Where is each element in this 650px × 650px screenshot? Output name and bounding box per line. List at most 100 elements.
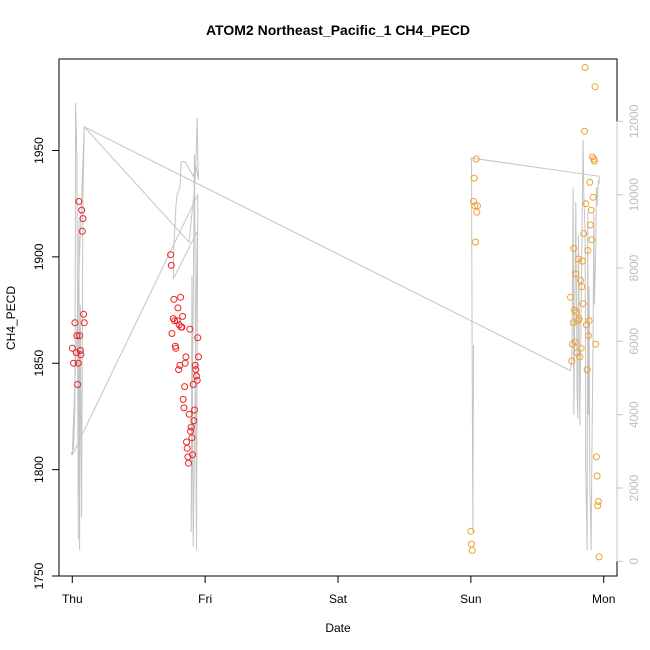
x-axis: Thu Fri Sat Sun Mon bbox=[62, 575, 615, 606]
orange-data-point bbox=[570, 244, 578, 252]
red-data-point bbox=[171, 317, 179, 325]
orange-data-point bbox=[592, 453, 600, 461]
altitude-trace-layer bbox=[70, 102, 600, 551]
data-points-layer bbox=[68, 64, 603, 561]
red-data-point bbox=[193, 372, 200, 380]
orange-data-point bbox=[575, 255, 582, 263]
orange-data-point bbox=[576, 353, 584, 361]
orange-data-point bbox=[567, 293, 574, 301]
x-tick-label: Fri bbox=[198, 592, 212, 606]
orange-data-point bbox=[592, 340, 600, 348]
orange-data-point bbox=[582, 200, 590, 208]
altitude-trace-line bbox=[70, 102, 600, 551]
orange-data-point bbox=[586, 178, 594, 186]
red-data-point bbox=[174, 304, 182, 312]
x-tick-label: Thu bbox=[62, 592, 83, 606]
orange-data-point bbox=[573, 308, 580, 316]
y-tick-label: 1750 bbox=[32, 562, 46, 589]
y2-tick-label: 0 bbox=[627, 558, 641, 565]
red-data-point bbox=[173, 317, 181, 325]
orange-data-point bbox=[587, 206, 595, 214]
orange-data-point bbox=[588, 236, 596, 244]
red-data-point bbox=[70, 359, 78, 367]
orange-data-point bbox=[572, 270, 580, 278]
red-data-point bbox=[190, 417, 198, 425]
red-data-point bbox=[178, 323, 186, 331]
orange-data-point bbox=[581, 127, 588, 135]
orange-data-point bbox=[473, 208, 481, 216]
red-data-point bbox=[185, 459, 192, 467]
orange-data-point bbox=[580, 230, 588, 237]
red-data-point bbox=[74, 381, 82, 388]
red-data-point bbox=[182, 353, 190, 361]
red-data-point bbox=[71, 319, 79, 327]
orange-data-point bbox=[471, 202, 479, 210]
y-tick-label: 1950 bbox=[32, 137, 46, 164]
red-data-point bbox=[78, 206, 86, 214]
y2-tick-label: 12000 bbox=[627, 104, 641, 138]
orange-data-point bbox=[470, 174, 478, 182]
orange-data-point bbox=[584, 247, 592, 254]
red-data-point bbox=[191, 406, 198, 414]
red-data-point bbox=[168, 330, 176, 337]
red-data-point bbox=[75, 198, 83, 205]
orange-data-point bbox=[591, 83, 599, 91]
x-tick-label: Sat bbox=[329, 592, 348, 606]
orange-data-point bbox=[470, 198, 477, 205]
red-data-point bbox=[194, 334, 202, 342]
y2-tick-label: 8000 bbox=[627, 254, 641, 281]
red-data-point bbox=[78, 227, 86, 235]
red-data-point bbox=[193, 376, 201, 384]
red-data-point bbox=[181, 383, 189, 391]
red-data-point bbox=[79, 215, 87, 223]
red-data-point bbox=[180, 404, 188, 412]
red-data-point bbox=[76, 332, 84, 340]
red-data-point bbox=[167, 261, 175, 269]
red-data-point bbox=[188, 434, 196, 442]
secondary-y-axis: 0 2000 4000 6000 8000 10000 12000 bbox=[616, 104, 641, 565]
y-tick-label: 1850 bbox=[32, 350, 46, 377]
chart-title: ATOM2 Northeast_Pacific_1 CH4_PECD bbox=[206, 22, 470, 38]
orange-data-point bbox=[568, 357, 576, 365]
red-data-point bbox=[167, 251, 175, 259]
red-data-point bbox=[172, 344, 180, 352]
x-tick-label: Mon bbox=[592, 592, 615, 606]
x-axis-label: Date bbox=[325, 621, 351, 635]
red-data-point bbox=[76, 347, 84, 354]
x-tick-label: Sun bbox=[460, 592, 481, 606]
red-data-point bbox=[77, 351, 85, 359]
red-data-point bbox=[189, 451, 196, 459]
orange-data-point bbox=[571, 306, 578, 314]
orange-data-point bbox=[571, 338, 579, 346]
y-tick-label: 1900 bbox=[32, 243, 46, 270]
red-data-point bbox=[187, 423, 195, 431]
orange-data-point bbox=[578, 283, 586, 291]
red-data-point bbox=[68, 344, 76, 352]
red-data-point bbox=[191, 361, 199, 369]
red-data-point bbox=[73, 332, 81, 340]
red-data-point bbox=[195, 353, 202, 361]
orange-data-point bbox=[577, 344, 585, 352]
orange-data-point bbox=[474, 202, 481, 210]
orange-data-point bbox=[584, 332, 592, 340]
orange-data-point bbox=[594, 498, 602, 505]
orange-data-point bbox=[585, 317, 593, 325]
orange-data-point bbox=[590, 157, 598, 165]
y2-tick-label: 6000 bbox=[627, 328, 641, 355]
orange-data-point bbox=[577, 276, 584, 284]
y2-tick-label: 10000 bbox=[627, 178, 641, 212]
red-data-point bbox=[80, 310, 88, 318]
red-data-point bbox=[177, 293, 185, 301]
red-data-point bbox=[170, 295, 178, 303]
y2-tick-label: 4000 bbox=[627, 401, 641, 428]
orange-data-point bbox=[472, 238, 479, 246]
orange-data-point bbox=[575, 315, 583, 323]
orange-data-point bbox=[595, 553, 603, 561]
red-data-point bbox=[181, 359, 189, 367]
red-data-point bbox=[179, 312, 187, 320]
y-axis-label: CH4_PECD bbox=[4, 286, 18, 350]
red-data-point bbox=[187, 427, 194, 435]
red-data-point bbox=[186, 325, 194, 333]
y-axis: 1750 1800 1850 1900 1950 bbox=[32, 137, 60, 589]
